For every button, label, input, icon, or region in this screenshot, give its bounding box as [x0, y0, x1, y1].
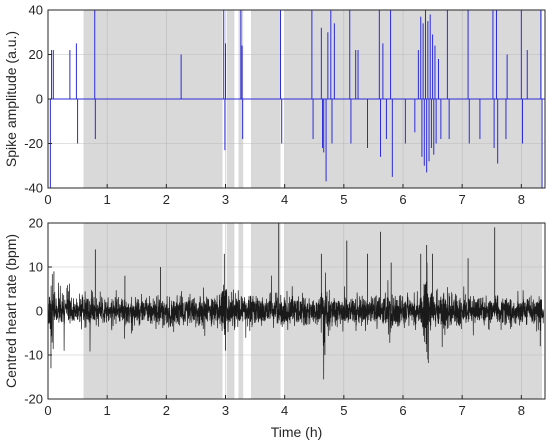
bottom-panel-y-axis-label: Centred heart rate (bpm)	[3, 234, 19, 388]
top-panel-y-axis-label: Spike amplitude (a.u.)	[3, 31, 19, 167]
y-tick-label-0: 0	[36, 304, 43, 319]
x-tick-label-6: 6	[399, 192, 406, 207]
y-tick-label-10: 10	[29, 260, 43, 275]
x-tick-label-7: 7	[459, 192, 466, 207]
y-tick-label-40: 40	[29, 3, 43, 18]
y-tick-label--20: -20	[24, 392, 43, 407]
bottom-panel-ticks: 0 1 2 3 4 5 6 7 8 -20 -10 0 10 20	[24, 216, 525, 419]
x-tick-label-6: 6	[399, 403, 406, 418]
top-panel: 0 1 2 3 4 5 6 7 8 -40 -20 0 20 40 Spike amplitude (a.…	[3, 3, 546, 208]
x-tick-label-1: 1	[104, 403, 111, 418]
x-tick-label-5: 5	[340, 403, 347, 418]
bottom-panel-x-axis-label: Time (h)	[271, 424, 323, 440]
bottom-panel: 0 1 2 3 4 5 6 7 8 -20 -10 0 10 20 Centred heart rate …	[3, 216, 546, 440]
bottom-panel-series	[47, 223, 545, 380]
x-tick-label-5: 5	[340, 192, 347, 207]
x-tick-label-2: 2	[163, 403, 170, 418]
y-tick-label-20: 20	[29, 47, 43, 62]
x-tick-label-1: 1	[104, 192, 111, 207]
y-tick-label--20: -20	[24, 136, 43, 151]
x-tick-label-8: 8	[518, 192, 525, 207]
x-tick-label-7: 7	[459, 403, 466, 418]
y-tick-label--40: -40	[24, 181, 43, 196]
x-tick-label-3: 3	[222, 403, 229, 418]
y-tick-label-0: 0	[36, 92, 43, 107]
heart-rate-trace	[47, 262, 545, 380]
x-tick-label-2: 2	[163, 192, 170, 207]
top-panel-ticks: 0 1 2 3 4 5 6 7 8 -40 -20 0 20 40	[24, 3, 525, 208]
x-tick-label-3: 3	[222, 192, 229, 207]
x-tick-label-4: 4	[281, 192, 288, 207]
top-panel-series	[48, 10, 545, 188]
x-tick-label-0: 0	[44, 192, 51, 207]
x-tick-label-0: 0	[44, 403, 51, 418]
y-tick-label--10: -10	[24, 348, 43, 363]
y-tick-label-20: 20	[29, 216, 43, 231]
x-tick-label-8: 8	[518, 403, 525, 418]
x-tick-label-4: 4	[281, 403, 288, 418]
